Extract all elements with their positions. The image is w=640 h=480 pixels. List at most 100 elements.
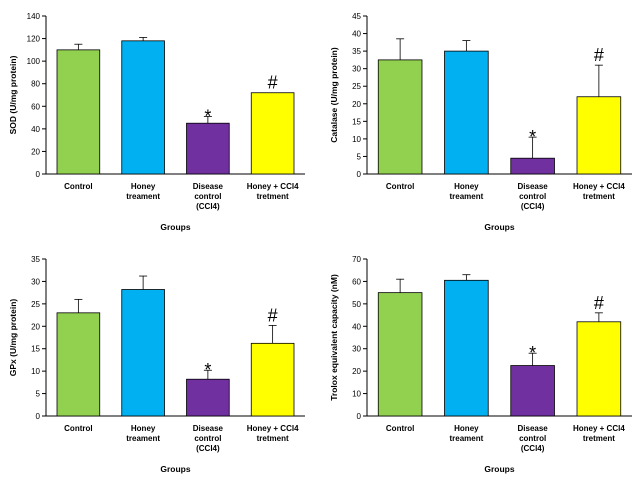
x-category-label: tretment [583, 192, 615, 201]
bar-honey_ccl4 [576, 321, 622, 417]
y-axis-title: GPx (U/mg protein) [8, 299, 18, 377]
x-axis-title: Groups [160, 464, 190, 474]
bar-disease [186, 378, 230, 417]
y-tick-label: 60 [31, 102, 40, 111]
y-axis-title: SOD (U/mg protein) [8, 55, 18, 134]
significance-asterisk: * [204, 360, 211, 380]
y-tick-label: 20 [31, 147, 40, 156]
x-category-label: (CCl4) [521, 444, 545, 453]
x-category-label: tretment [257, 192, 289, 201]
y-tick-label: 40 [352, 322, 361, 331]
bar-disease [510, 157, 555, 175]
x-category-label: control [519, 192, 546, 201]
x-category-label: treament [449, 192, 483, 201]
bar-control [56, 49, 101, 175]
y-tick-label: 0 [357, 412, 362, 421]
y-tick-label: 30 [352, 345, 361, 354]
x-category-label: Honey [131, 182, 156, 191]
y-tick-label: 20 [31, 322, 40, 331]
bar-honey [121, 40, 165, 175]
y-axis-title: Catalase (U/mg protein) [329, 47, 339, 143]
significance-asterisk: * [529, 127, 536, 147]
x-axis-title: Groups [484, 464, 514, 474]
bar-control [377, 292, 423, 417]
bar-disease [186, 122, 230, 175]
y-tick-label: 10 [352, 390, 361, 399]
y-tick-label: 50 [352, 300, 361, 309]
x-category-label: Disease [193, 424, 224, 433]
x-category-label: treament [449, 434, 483, 443]
y-tick-label: 100 [27, 57, 41, 66]
x-category-label: Honey + CCl4 [573, 182, 625, 191]
significance-hash: # [268, 73, 278, 93]
bar-honey [444, 279, 489, 417]
y-tick-label: 0 [36, 170, 41, 179]
y-tick-label: 0 [36, 412, 41, 421]
y-tick-label: 25 [352, 82, 361, 91]
x-category-label: Disease [518, 424, 549, 433]
y-tick-label: 40 [352, 30, 361, 39]
x-category-label: Control [386, 424, 414, 433]
y-tick-label: 5 [36, 390, 41, 399]
x-category-label: treament [126, 192, 160, 201]
bar-honey_ccl4 [576, 96, 622, 175]
x-category-label: control [194, 434, 221, 443]
bar-control [377, 59, 423, 175]
x-category-label: treament [126, 434, 160, 443]
significance-asterisk: * [529, 343, 536, 363]
y-tick-label: 40 [31, 125, 40, 134]
x-category-label: Honey [454, 182, 479, 191]
y-tick-label: 10 [31, 367, 40, 376]
x-category-label: Control [386, 182, 414, 191]
y-tick-label: 20 [352, 100, 361, 109]
bar-honey_ccl4 [250, 92, 295, 175]
x-category-label: Control [64, 182, 92, 191]
x-category-label: tretment [583, 434, 615, 443]
x-category-label: Honey [454, 424, 479, 433]
y-tick-label: 80 [31, 80, 40, 89]
x-category-label: tretment [257, 434, 289, 443]
x-category-label: Disease [193, 182, 224, 191]
x-category-label: (CCl4) [521, 202, 545, 211]
bar-control [56, 312, 101, 417]
significance-hash: # [268, 305, 278, 325]
y-tick-label: 5 [357, 152, 362, 161]
bar-honey_ccl4 [250, 342, 295, 417]
x-category-label: (CCl4) [196, 444, 220, 453]
y-tick-label: 35 [352, 47, 361, 56]
x-category-label: Honey + CCl4 [573, 424, 625, 433]
x-category-label: (CCl4) [196, 202, 220, 211]
significance-hash: # [594, 45, 604, 65]
significance-hash: # [594, 293, 604, 313]
x-category-label: control [519, 434, 546, 443]
y-tick-label: 35 [31, 255, 40, 264]
bar-disease [510, 365, 555, 417]
y-tick-label: 30 [352, 65, 361, 74]
x-axis-title: Groups [484, 222, 514, 232]
y-tick-label: 25 [31, 300, 40, 309]
x-category-label: Honey + CCl4 [247, 182, 299, 191]
x-category-label: Honey [131, 424, 156, 433]
y-tick-label: 15 [31, 345, 40, 354]
y-tick-label: 10 [352, 135, 361, 144]
y-tick-label: 45 [352, 12, 361, 21]
y-tick-label: 20 [352, 367, 361, 376]
bar-honey [121, 289, 165, 417]
y-axis-title: Trolox equivalent capacity (nM) [329, 274, 339, 401]
y-tick-label: 120 [27, 35, 41, 44]
x-category-label: Disease [518, 182, 549, 191]
x-category-label: control [194, 192, 221, 201]
y-tick-label: 15 [352, 117, 361, 126]
y-tick-label: 140 [27, 12, 41, 21]
y-tick-label: 30 [31, 277, 40, 286]
significance-asterisk: * [204, 106, 211, 126]
x-category-label: Honey + CCl4 [247, 424, 299, 433]
y-tick-label: 70 [352, 255, 361, 264]
bar-honey [444, 50, 489, 175]
y-tick-label: 60 [352, 277, 361, 286]
